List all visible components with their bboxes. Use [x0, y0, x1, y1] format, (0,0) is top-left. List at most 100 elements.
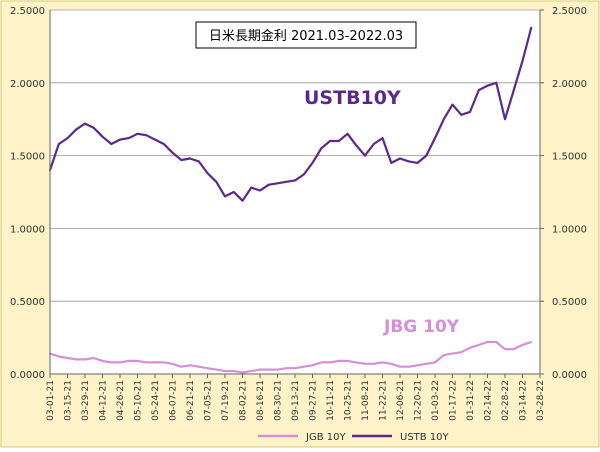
data-point-jgb: [390, 362, 393, 365]
plot-area: [50, 10, 540, 374]
xtick-label: 05-10-21: [134, 380, 144, 421]
xtick-label: 07-05-21: [204, 380, 214, 421]
data-point-ust: [504, 118, 506, 121]
ytick-label-left: 0.0000: [10, 370, 45, 381]
data-point-jgb: [364, 362, 366, 365]
data-point-jgb: [372, 362, 375, 365]
data-point-ust: [469, 111, 471, 113]
xtick-label: 09-13-21: [291, 380, 301, 421]
data-point-jgb: [346, 360, 349, 362]
data-point-jgb: [294, 367, 296, 370]
xtick-label: 05-24-21: [151, 380, 161, 421]
xtick-label: 04-12-21: [99, 380, 109, 421]
data-point-jgb: [399, 365, 401, 368]
data-point-ust: [101, 135, 104, 138]
ytick-label-right: 2.5000: [552, 6, 587, 17]
ytick-label-right: 0.0000: [552, 370, 587, 381]
xtick-label: 08-02-21: [239, 380, 249, 421]
grid-layer: [50, 9, 540, 302]
data-point-ust: [530, 26, 533, 29]
data-point-ust: [434, 137, 436, 140]
data-point-jgb: [512, 348, 515, 351]
title-box: [195, 21, 417, 49]
data-point-ust: [267, 183, 270, 186]
data-point-ust: [285, 180, 288, 183]
data-point-jgb: [504, 348, 506, 351]
data-point-ust: [416, 162, 419, 164]
ust-annotation: USTB10Y: [304, 87, 401, 109]
xtick-label: 02-28-22: [501, 380, 511, 421]
data-point-ust: [372, 143, 375, 145]
axis-layer: 0.0000 0.5000 1.0000 1.5000 2.0000 2.5000 0.00…: [10, 6, 587, 421]
data-point-jgb: [180, 365, 183, 368]
data-point-jgb: [416, 364, 419, 367]
ytick-label-left: 2.5000: [10, 6, 45, 17]
data-point-ust: [425, 154, 428, 157]
xtick-label: 10-25-21: [344, 380, 354, 421]
data-point-jgb: [302, 365, 305, 368]
data-point-ust: [521, 60, 524, 62]
chart-title: 日米長期金利 2021.03-2022.03: [209, 28, 403, 44]
ytick-label-left: 1.0000: [10, 224, 45, 235]
series-line-jgb: [49, 340, 532, 374]
data-point-ust: [84, 122, 86, 125]
data-point-ust: [92, 127, 95, 129]
ytick-label-right: 1.5000: [552, 152, 587, 163]
data-point-ust: [276, 182, 279, 185]
ytick-label-left: 1.5000: [10, 152, 45, 163]
xtick-label: 08-16-21: [256, 380, 266, 421]
data-point-jgb: [154, 361, 156, 364]
data-point-jgb: [224, 370, 226, 372]
legend-label-jgb: JGB 10Y: [305, 432, 346, 443]
xtick-label: 03-01-21: [46, 380, 56, 421]
data-point-ust: [399, 157, 401, 160]
data-point-jgb: [206, 367, 209, 370]
data-point-jgb: [530, 341, 533, 343]
data-point-jgb: [189, 364, 191, 367]
data-point-jgb: [469, 346, 471, 349]
data-point-jgb: [477, 344, 480, 346]
data-point-jgb: [259, 368, 261, 371]
xtick-label: 03-15-21: [64, 380, 74, 421]
data-point-jgb: [320, 361, 323, 364]
data-point-ust: [355, 144, 358, 147]
data-point-ust: [197, 160, 200, 163]
series-line-ust: [48, 27, 533, 202]
data-point-jgb: [267, 368, 270, 371]
data-point-jgb: [434, 361, 436, 364]
data-point-ust: [460, 113, 463, 116]
data-point-ust: [145, 134, 148, 137]
data-point-jgb: [162, 361, 165, 364]
ytick-label-left: 2.0000: [10, 79, 45, 90]
jgb-annotation: JBG 10Y: [383, 317, 460, 337]
data-point-ust: [320, 147, 323, 150]
data-point-jgb: [101, 360, 104, 362]
xtick-label: 06-07-21: [169, 380, 179, 421]
data-point-ust: [250, 186, 253, 189]
xtick-label: 12-20-21: [414, 380, 424, 421]
data-point-ust: [329, 140, 331, 142]
data-point-jgb: [119, 361, 121, 364]
ytick-label-right: 0.5000: [552, 297, 587, 308]
data-point-ust: [442, 118, 445, 121]
data-point-ust: [206, 172, 209, 175]
data-point-jgb: [276, 368, 279, 371]
data-point-ust: [110, 143, 113, 145]
xtick-label: 07-19-21: [221, 380, 231, 421]
data-point-jgb: [136, 360, 139, 362]
data-point-jgb: [460, 351, 463, 354]
data-point-ust: [337, 140, 340, 142]
xtick-label: 03-14-22: [519, 380, 529, 421]
data-point-jgb: [127, 360, 130, 362]
data-point-jgb: [66, 357, 69, 359]
xtick-label: 11-08-21: [361, 380, 371, 421]
data-point-ust: [224, 195, 226, 198]
xtick-label: 08-30-21: [274, 380, 284, 421]
data-point-ust: [57, 143, 60, 145]
series-layer: [48, 26, 533, 374]
data-point-ust: [495, 81, 498, 84]
data-point-jgb: [407, 365, 410, 368]
data-point-ust: [477, 89, 480, 91]
ytick-label-left: 0.5000: [10, 297, 45, 308]
